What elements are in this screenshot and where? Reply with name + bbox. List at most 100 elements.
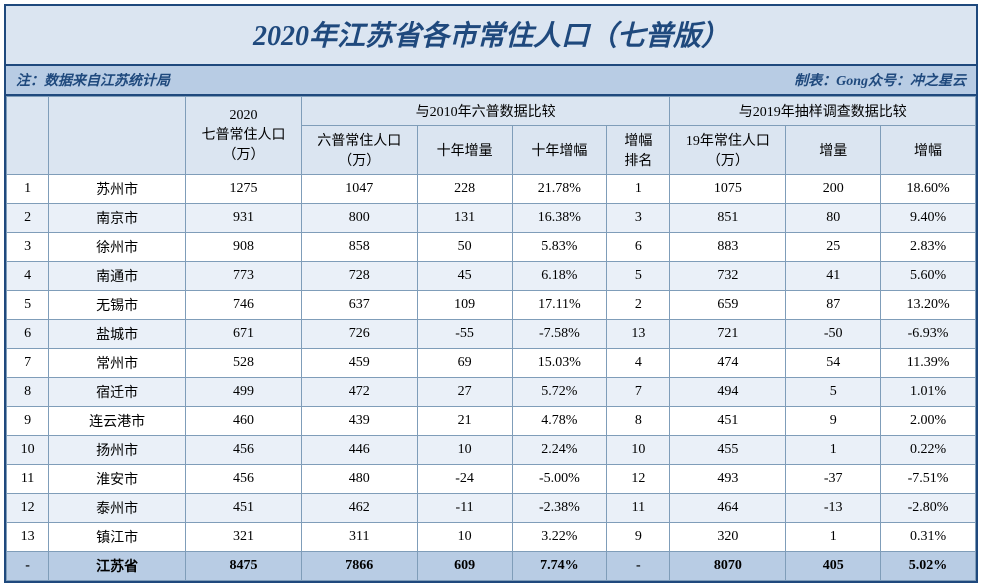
col-2020-header: 2020 七普常住人口 （万） <box>186 97 302 175</box>
cell-city: 无锡市 <box>49 291 186 320</box>
cell-inc10: -24 <box>417 465 512 494</box>
table-row: 9连云港市460439214.78%845192.00% <box>7 407 976 436</box>
population-table: 2020 七普常住人口 （万） 与2010年六普数据比较 与2019年抽样调查数… <box>6 96 976 581</box>
cell-pct19: 13.20% <box>881 291 976 320</box>
cell-p2010: 462 <box>301 494 417 523</box>
table-row: 11淮安市456480-24-5.00%12493-37-7.51% <box>7 465 976 494</box>
cell-pct10: -7.58% <box>512 320 607 349</box>
cell-p2019: 883 <box>670 233 786 262</box>
cell-pct10: 21.78% <box>512 175 607 204</box>
col-inc10-header: 十年增量 <box>417 126 512 175</box>
cell-pct19: 11.39% <box>881 349 976 378</box>
cell-rk10: 2 <box>607 291 670 320</box>
cell-inc10: 10 <box>417 436 512 465</box>
note-right: 制表：Gong众号：冲之星云 <box>794 70 966 90</box>
cell-pct10: -2.38% <box>512 494 607 523</box>
cell-rk10: 13 <box>607 320 670 349</box>
col-pct19-header: 增幅 <box>881 126 976 175</box>
cell-inc19: 1 <box>786 436 881 465</box>
cell-city: 扬州市 <box>49 436 186 465</box>
cell-rk10: 11 <box>607 494 670 523</box>
cell-rank: 1 <box>7 175 49 204</box>
total-cell-p2020: 8475 <box>186 552 302 581</box>
cell-city: 镇江市 <box>49 523 186 552</box>
cell-p2019: 494 <box>670 378 786 407</box>
note-left: 注：数据来自江苏统计局 <box>16 70 170 90</box>
cell-p2010: 800 <box>301 204 417 233</box>
cell-inc19: -37 <box>786 465 881 494</box>
cell-rank: 12 <box>7 494 49 523</box>
cell-rank: 9 <box>7 407 49 436</box>
total-cell-pct19: 5.02% <box>881 552 976 581</box>
page-title: 2020年江苏省各市常住人口（七普版） <box>6 6 976 64</box>
cell-p2020: 456 <box>186 465 302 494</box>
cell-pct10: 4.78% <box>512 407 607 436</box>
cell-p2020: 1275 <box>186 175 302 204</box>
cell-p2019: 474 <box>670 349 786 378</box>
cell-inc10: 45 <box>417 262 512 291</box>
table-body: 1苏州市1275104722821.78%1107520018.60%2南京市9… <box>7 175 976 581</box>
cell-p2020: 499 <box>186 378 302 407</box>
table-row: 3徐州市908858505.83%6883252.83% <box>7 233 976 262</box>
total-cell-p2010: 7866 <box>301 552 417 581</box>
cell-inc10: -11 <box>417 494 512 523</box>
cell-city: 盐城市 <box>49 320 186 349</box>
table-total-row: -江苏省847578666097.74%-80704055.02% <box>7 552 976 581</box>
cell-p2010: 439 <box>301 407 417 436</box>
cell-pct19: 2.83% <box>881 233 976 262</box>
cell-p2010: 459 <box>301 349 417 378</box>
cell-p2020: 746 <box>186 291 302 320</box>
cell-p2020: 451 <box>186 494 302 523</box>
total-cell-inc10: 609 <box>417 552 512 581</box>
col-group-2010: 与2010年六普数据比较 <box>301 97 670 126</box>
cell-inc19: 25 <box>786 233 881 262</box>
table-row: 4南通市773728456.18%5732415.60% <box>7 262 976 291</box>
cell-pct10: 5.83% <box>512 233 607 262</box>
cell-rank: 10 <box>7 436 49 465</box>
cell-pct10: 5.72% <box>512 378 607 407</box>
cell-pct19: 5.60% <box>881 262 976 291</box>
cell-pct19: 0.31% <box>881 523 976 552</box>
cell-rank: 8 <box>7 378 49 407</box>
cell-pct19: -6.93% <box>881 320 976 349</box>
table-row: 8宿迁市499472275.72%749451.01% <box>7 378 976 407</box>
col-2019-header: 19年常住人口 （万） <box>670 126 786 175</box>
total-cell-rk10: - <box>607 552 670 581</box>
cell-inc10: 69 <box>417 349 512 378</box>
cell-p2019: 464 <box>670 494 786 523</box>
cell-p2019: 455 <box>670 436 786 465</box>
cell-p2010: 311 <box>301 523 417 552</box>
cell-p2020: 908 <box>186 233 302 262</box>
cell-rank: 4 <box>7 262 49 291</box>
cell-inc19: 80 <box>786 204 881 233</box>
cell-rank: 6 <box>7 320 49 349</box>
cell-rk10: 5 <box>607 262 670 291</box>
cell-p2019: 732 <box>670 262 786 291</box>
cell-pct10: 3.22% <box>512 523 607 552</box>
cell-inc10: -55 <box>417 320 512 349</box>
cell-p2010: 472 <box>301 378 417 407</box>
cell-p2010: 726 <box>301 320 417 349</box>
cell-inc10: 21 <box>417 407 512 436</box>
cell-p2010: 1047 <box>301 175 417 204</box>
cell-pct19: 0.22% <box>881 436 976 465</box>
cell-p2020: 460 <box>186 407 302 436</box>
cell-inc10: 131 <box>417 204 512 233</box>
cell-pct10: 15.03% <box>512 349 607 378</box>
cell-inc19: 1 <box>786 523 881 552</box>
cell-pct10: 16.38% <box>512 204 607 233</box>
total-cell-rank: - <box>7 552 49 581</box>
total-cell-p2019: 8070 <box>670 552 786 581</box>
cell-p2019: 851 <box>670 204 786 233</box>
cell-inc19: 9 <box>786 407 881 436</box>
cell-rk10: 8 <box>607 407 670 436</box>
col-inc19-header: 增量 <box>786 126 881 175</box>
cell-p2010: 858 <box>301 233 417 262</box>
cell-city: 泰州市 <box>49 494 186 523</box>
cell-pct19: -2.80% <box>881 494 976 523</box>
cell-inc19: -13 <box>786 494 881 523</box>
cell-pct19: 2.00% <box>881 407 976 436</box>
cell-rank: 5 <box>7 291 49 320</box>
cell-inc19: 200 <box>786 175 881 204</box>
cell-p2020: 671 <box>186 320 302 349</box>
